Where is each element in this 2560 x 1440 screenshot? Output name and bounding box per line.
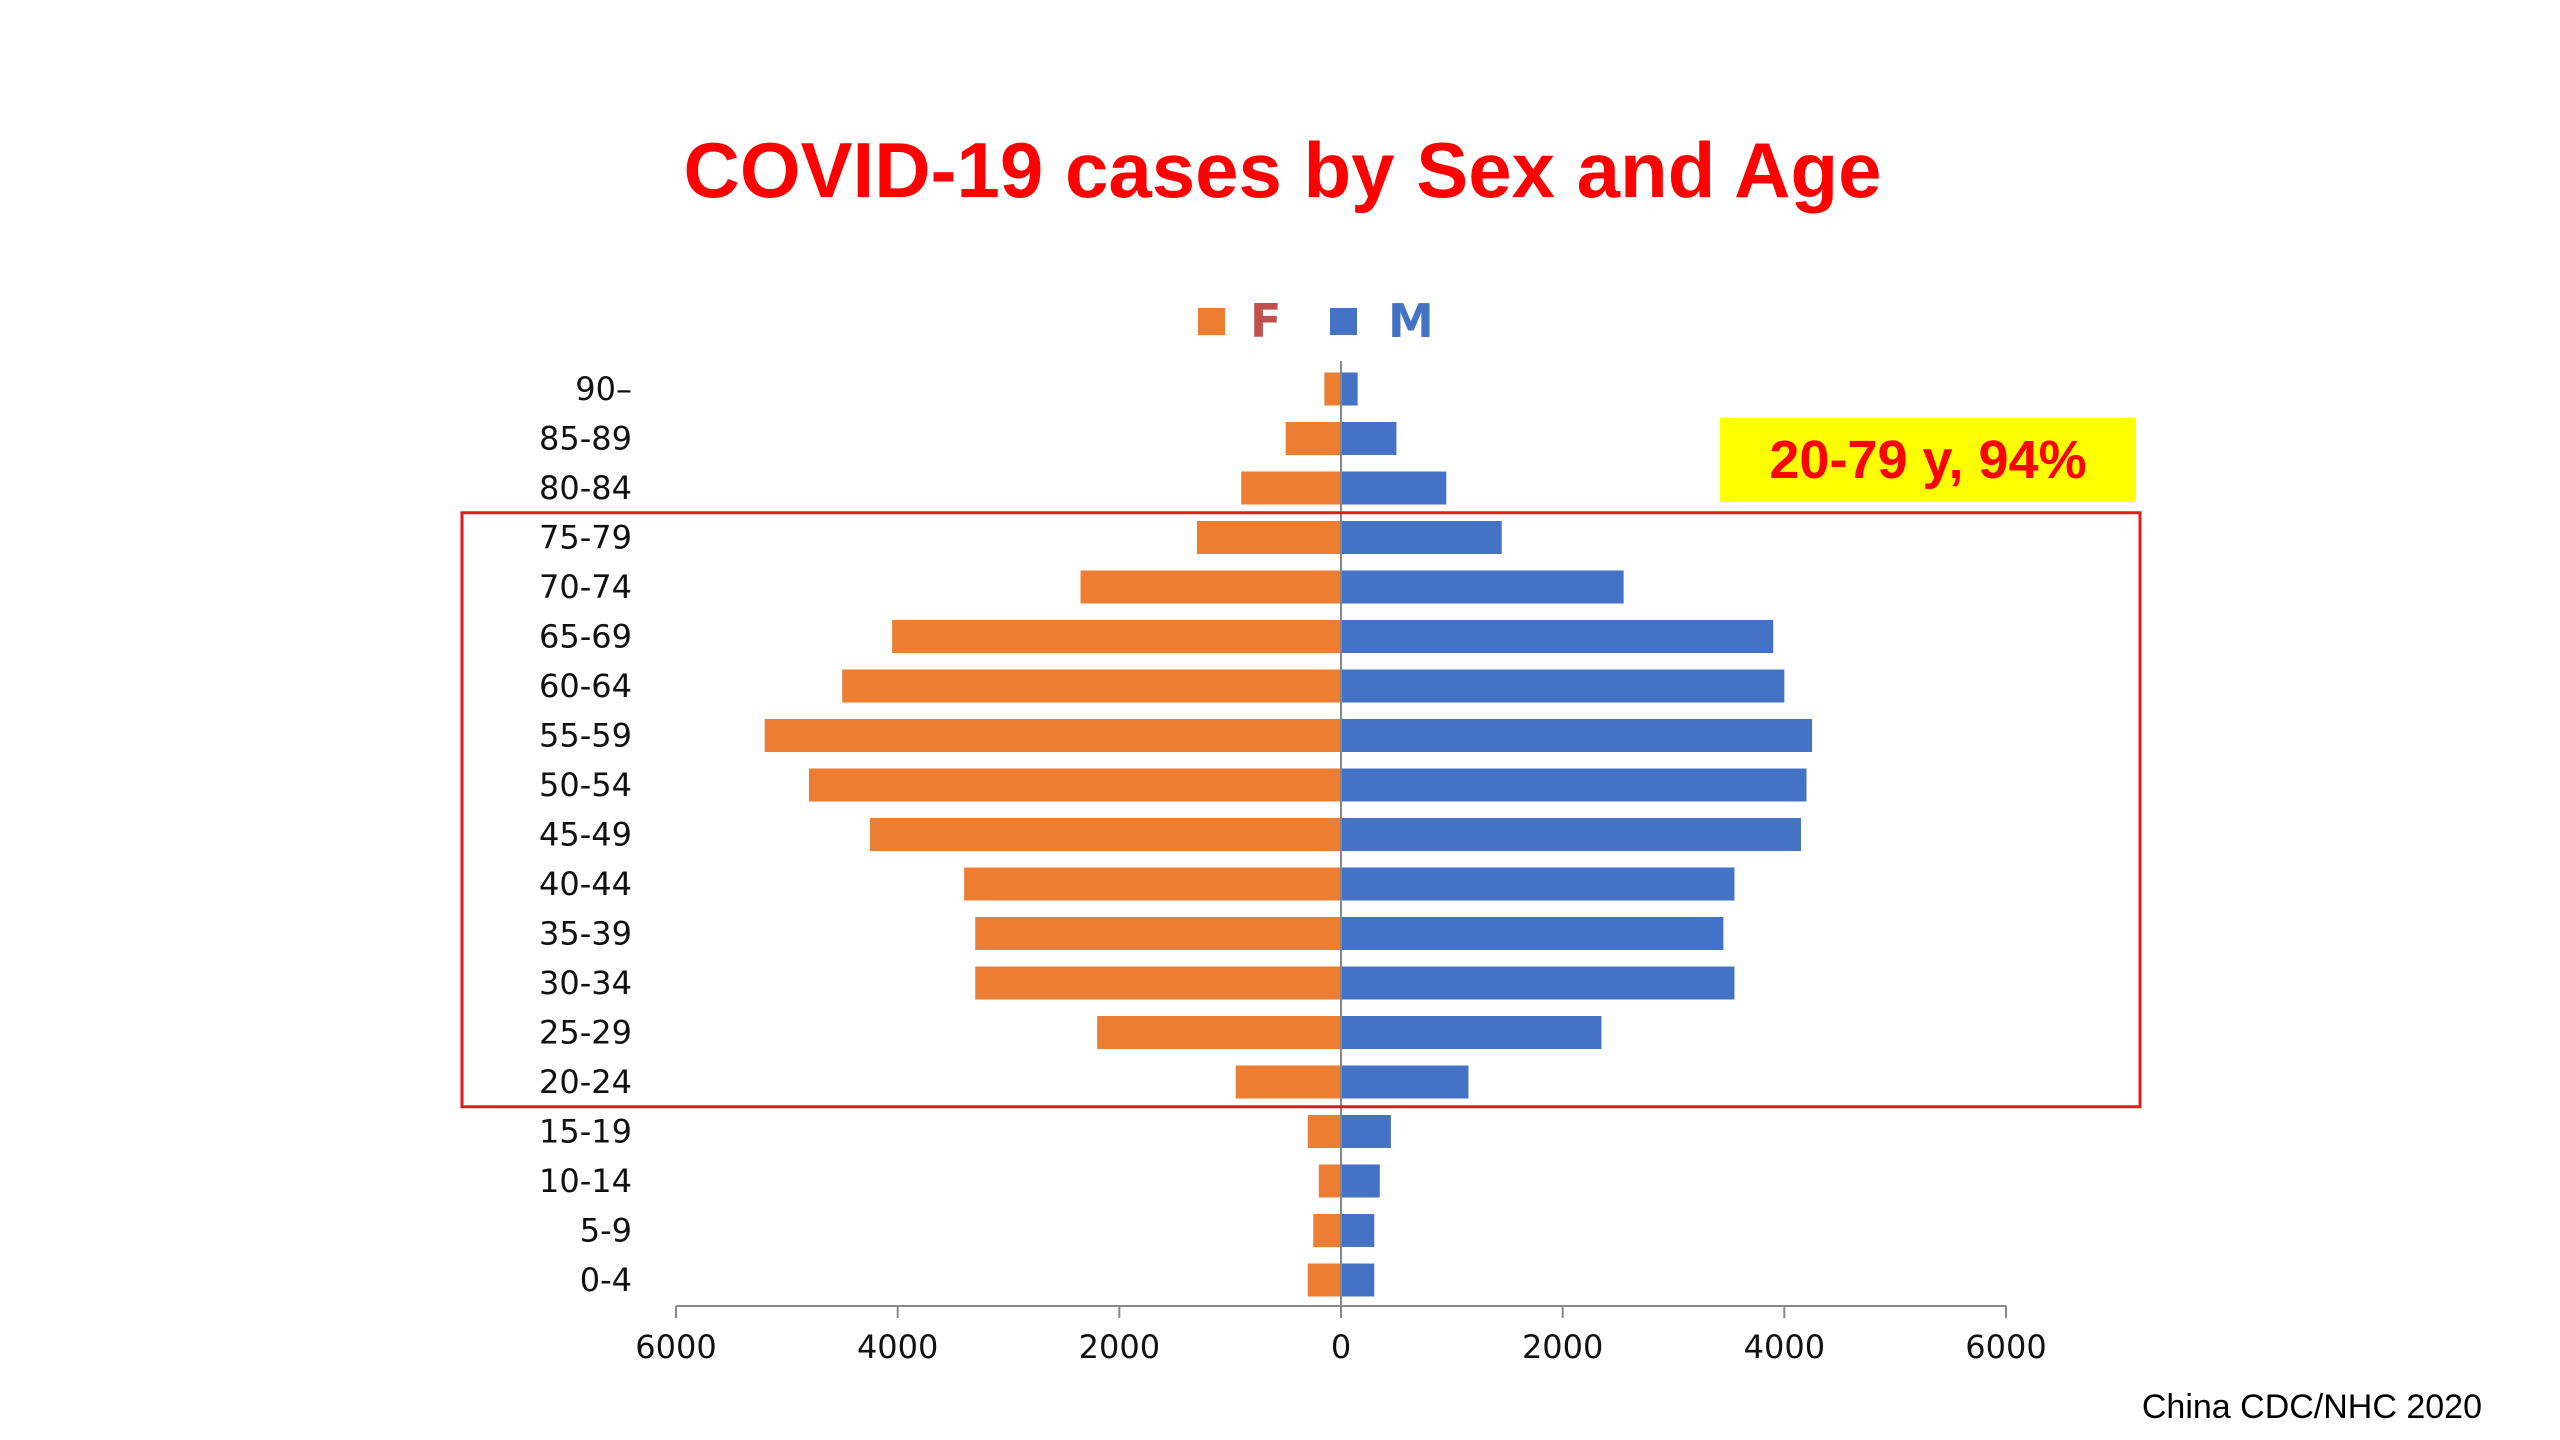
- bar-male-25-29: [1341, 1016, 1602, 1049]
- bar-female-40-44: [964, 867, 1341, 901]
- age-label: 30-34: [539, 964, 632, 1002]
- bar-male-80-84: [1341, 471, 1447, 505]
- bar-female-25-29: [1097, 1016, 1341, 1049]
- age-group-labels: 90– 85-89 80-84 75-79 70-74 65-69 60-64 55-59 50…: [539, 370, 632, 1299]
- age-label: 55-59: [539, 717, 632, 755]
- bar-male-20-24: [1341, 1065, 1469, 1099]
- bar-female-15-19: [1307, 1115, 1341, 1148]
- highlight-rectangle: [460, 511, 2142, 1109]
- bar-female-80-84: [1241, 471, 1341, 505]
- legend-label-male: M: [1388, 294, 1434, 348]
- bar-female-70-74: [1080, 570, 1341, 604]
- bar-male-70-74: [1341, 570, 1624, 604]
- bar-male-75-79: [1341, 521, 1502, 554]
- bar-female-75-79: [1196, 521, 1341, 554]
- bar-female-85-89: [1285, 422, 1341, 455]
- age-label: 15-19: [539, 1113, 632, 1151]
- bar-female-0-4: [1307, 1263, 1341, 1297]
- bar-female-55-59: [764, 719, 1341, 752]
- bar-male-15-19: [1341, 1115, 1391, 1148]
- age-label: 60-64: [539, 667, 632, 705]
- x-tick-label: 6000: [635, 1328, 716, 1366]
- bar-female-10-14: [1318, 1164, 1341, 1198]
- age-label: 50-54: [539, 766, 632, 804]
- age-label: 0-4: [580, 1261, 632, 1299]
- legend-label-female: F: [1250, 294, 1281, 348]
- x-tick-label: 0: [1331, 1328, 1351, 1366]
- age-label: 40-44: [539, 865, 632, 903]
- age-label: 85-89: [539, 420, 632, 458]
- age-label: 35-39: [539, 915, 632, 953]
- bar-male-65-69: [1341, 620, 1774, 653]
- bar-male-5-9: [1341, 1214, 1375, 1247]
- bar-female-35-39: [975, 917, 1341, 950]
- x-tick-label: 4000: [857, 1328, 938, 1366]
- age-label: 45-49: [539, 816, 632, 854]
- bar-female-90–: [1324, 372, 1341, 406]
- bar-male-90–: [1341, 372, 1358, 406]
- bar-male-35-39: [1341, 917, 1724, 950]
- bar-male-0-4: [1341, 1263, 1375, 1297]
- x-axis: 6000 4000 2000 0 2000 4000 6000: [635, 361, 2047, 1366]
- bar-male-30-34: [1341, 966, 1735, 1000]
- age-label: 20-24: [539, 1063, 632, 1101]
- female-bars: [764, 372, 1341, 1297]
- male-bars: [1341, 372, 1813, 1297]
- bar-male-55-59: [1341, 719, 1813, 752]
- bar-female-20-24: [1235, 1065, 1341, 1099]
- bar-female-30-34: [975, 966, 1341, 1000]
- bar-male-50-54: [1341, 768, 1807, 802]
- bar-male-85-89: [1341, 422, 1397, 455]
- x-tick-label: 2000: [1079, 1328, 1160, 1366]
- bar-male-60-64: [1341, 669, 1785, 703]
- callout-label: 20-79 y, 94%: [1720, 418, 2136, 502]
- highlight-box: [460, 511, 2142, 1109]
- bar-female-65-69: [892, 620, 1341, 653]
- bar-male-45-49: [1341, 818, 1801, 851]
- bar-female-45-49: [869, 818, 1341, 851]
- bar-male-40-44: [1341, 867, 1735, 901]
- legend-swatch-female: [1198, 308, 1225, 335]
- source-note: China CDC/NHC 2020: [2141, 1388, 2482, 1426]
- bar-female-50-54: [809, 768, 1341, 802]
- age-label: 80-84: [539, 469, 632, 507]
- age-label: 5-9: [580, 1212, 632, 1250]
- age-label: 75-79: [539, 519, 632, 557]
- legend-swatch-male: [1330, 308, 1357, 335]
- bar-male-10-14: [1341, 1164, 1380, 1198]
- bar-female-60-64: [842, 669, 1341, 703]
- x-tick-label: 2000: [1522, 1328, 1603, 1366]
- age-label: 25-29: [539, 1014, 632, 1052]
- bar-female-5-9: [1313, 1214, 1341, 1247]
- age-label: 90–: [575, 370, 632, 408]
- x-tick-label: 6000: [1965, 1328, 2046, 1366]
- x-tick-label: 4000: [1744, 1328, 1825, 1366]
- age-label: 65-69: [539, 618, 632, 656]
- age-label: 10-14: [539, 1162, 632, 1200]
- age-label: 70-74: [539, 568, 632, 606]
- chart-title: COVID-19 cases by Sex and Age: [683, 126, 1882, 214]
